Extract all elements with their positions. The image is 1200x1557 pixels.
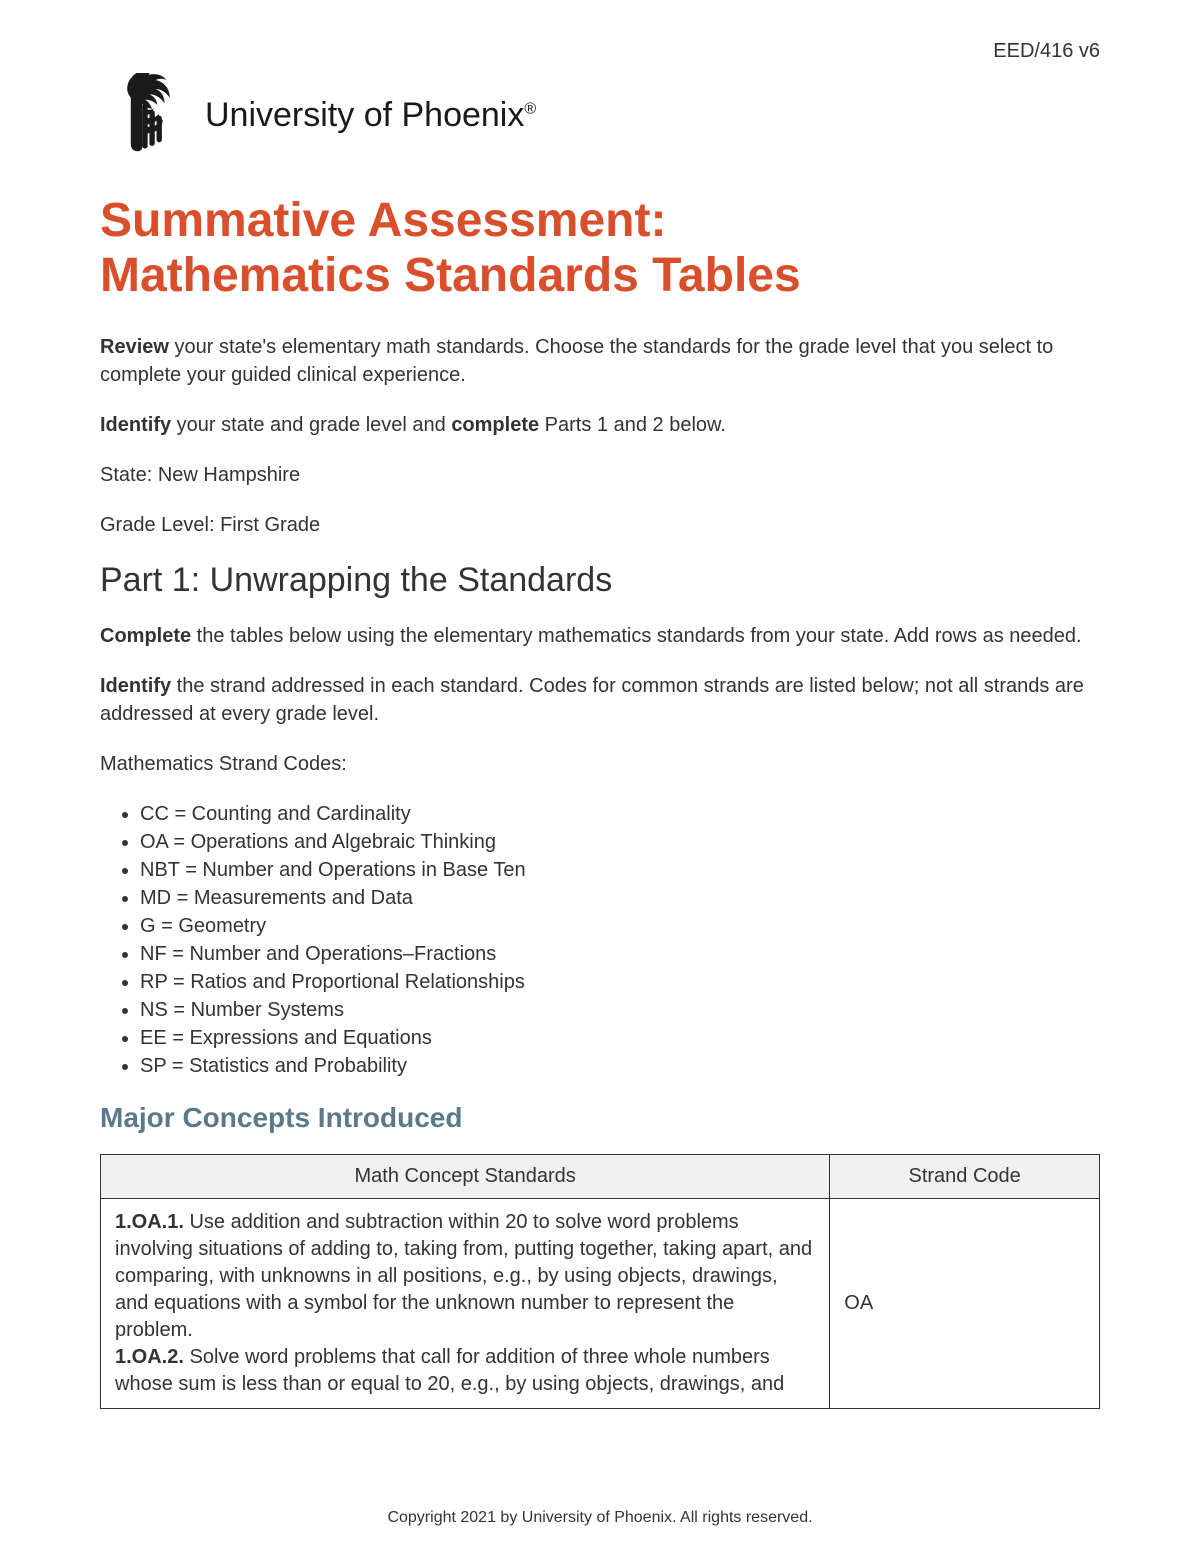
table-header-concept: Math Concept Standards	[101, 1155, 830, 1199]
strand-codes-label: Mathematics Strand Codes:	[100, 750, 1100, 778]
part1-paragraph-2: Identify the strand addressed in each st…	[100, 672, 1100, 728]
strand-codes-list: CC = Counting and Cardinality OA = Opera…	[140, 800, 1100, 1080]
cell-strand: OA	[830, 1199, 1100, 1409]
major-concepts-heading: Major Concepts Introduced	[100, 1102, 1100, 1134]
part1-heading: Part 1: Unwrapping the Standards	[100, 561, 1100, 600]
grade-level-line: Grade Level: First Grade	[100, 511, 1100, 539]
phoenix-logo-icon	[100, 73, 190, 158]
list-item: NBT = Number and Operations in Base Ten	[140, 856, 1100, 884]
cell-concept: 1.OA.1. Use addition and subtraction wit…	[101, 1199, 830, 1409]
intro-paragraph-1: Review your state's elementary math stan…	[100, 333, 1100, 389]
university-name: University of Phoenix®	[205, 96, 536, 135]
list-item: OA = Operations and Algebraic Thinking	[140, 828, 1100, 856]
registered-mark: ®	[524, 101, 536, 118]
logo-row: University of Phoenix®	[100, 73, 1100, 158]
part1-paragraph-1: Complete the tables below using the elem…	[100, 622, 1100, 650]
list-item: EE = Expressions and Equations	[140, 1024, 1100, 1052]
course-code: EED/416 v6	[100, 40, 1100, 63]
intro-paragraph-2: Identify your state and grade level and …	[100, 411, 1100, 439]
table-row: 1.OA.1. Use addition and subtraction wit…	[101, 1199, 1100, 1409]
copyright-footer: Copyright 2021 by University of Phoenix.…	[100, 1509, 1100, 1527]
list-item: RP = Ratios and Proportional Relationshi…	[140, 968, 1100, 996]
table-header-strand: Strand Code	[830, 1155, 1100, 1199]
standards-table: Math Concept Standards Strand Code 1.OA.…	[100, 1154, 1100, 1409]
list-item: NF = Number and Operations–Fractions	[140, 940, 1100, 968]
list-item: G = Geometry	[140, 912, 1100, 940]
list-item: SP = Statistics and Probability	[140, 1052, 1100, 1080]
list-item: MD = Measurements and Data	[140, 884, 1100, 912]
list-item: CC = Counting and Cardinality	[140, 800, 1100, 828]
list-item: NS = Number Systems	[140, 996, 1100, 1024]
page-title: Summative Assessment: Mathematics Standa…	[100, 193, 1100, 303]
state-line: State: New Hampshire	[100, 461, 1100, 489]
